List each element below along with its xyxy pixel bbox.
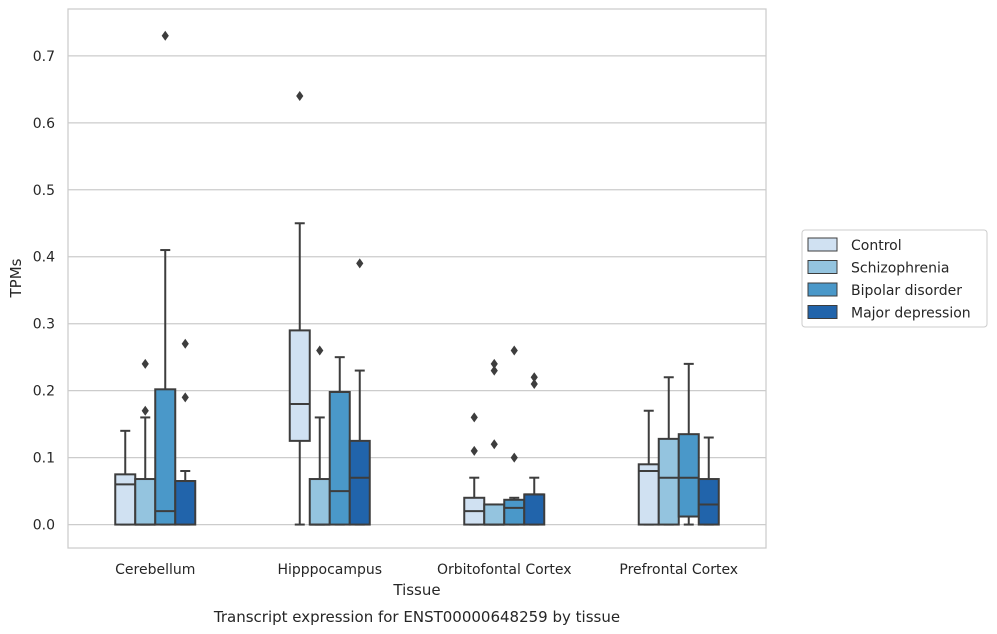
box-body xyxy=(523,493,546,526)
box xyxy=(483,358,506,526)
box xyxy=(523,372,546,526)
category-group xyxy=(637,362,720,526)
y-tick-label: 0.1 xyxy=(33,451,55,467)
outlier-point xyxy=(470,412,478,423)
box xyxy=(114,429,137,526)
x-tick-label: Prefrontal Cortex xyxy=(619,562,738,578)
box-body xyxy=(348,439,371,526)
box xyxy=(697,436,720,526)
chart-caption: Transcript expression for ENST0000064825… xyxy=(213,608,620,626)
legend: Control Schizophrenia Bipolar disorder Majo… xyxy=(801,229,988,328)
outlier-point xyxy=(530,372,538,383)
box-body xyxy=(483,503,506,526)
box-body xyxy=(637,463,660,526)
box xyxy=(134,358,157,526)
box xyxy=(328,356,351,526)
x-tick-label: Cerebellum xyxy=(115,562,195,578)
box-body xyxy=(134,478,157,526)
outlier-point xyxy=(316,345,324,356)
legend-entry: Control xyxy=(851,238,902,254)
gridlines xyxy=(68,55,766,526)
box-body xyxy=(174,480,197,526)
box-body xyxy=(697,478,720,526)
box-body xyxy=(288,329,311,442)
y-tick-label: 0.4 xyxy=(33,250,55,266)
box xyxy=(503,345,526,526)
box-body xyxy=(114,473,137,526)
box-body xyxy=(503,498,526,526)
box xyxy=(308,345,331,526)
y-tick-label: 0.6 xyxy=(33,116,55,132)
outlier-point xyxy=(141,405,149,416)
box xyxy=(637,409,660,526)
category-group xyxy=(463,345,546,526)
box xyxy=(174,338,197,526)
box xyxy=(657,376,680,526)
category-group xyxy=(288,91,371,526)
y-tick-label: 0.3 xyxy=(33,317,55,333)
box xyxy=(288,91,311,526)
category-group xyxy=(114,30,197,526)
outlier-point xyxy=(141,358,149,369)
legend-entry: Major depression xyxy=(851,306,971,322)
outlier-point xyxy=(161,30,169,41)
y-tick-label: 0.0 xyxy=(33,518,55,534)
outlier-point xyxy=(470,445,478,456)
outlier-point xyxy=(356,258,364,269)
legend-frame xyxy=(801,229,988,328)
outlier-point xyxy=(530,378,538,389)
x-axis-label: Tissue xyxy=(392,581,440,599)
y-axis-label: TPMs xyxy=(7,258,25,298)
x-tick-label: Hipppocampus xyxy=(277,562,382,578)
outlier-point xyxy=(510,452,518,463)
box xyxy=(154,30,177,526)
box-body xyxy=(328,390,351,526)
legend-entry: Schizophrenia xyxy=(851,261,949,277)
legend-swatch xyxy=(807,282,838,297)
legend-swatch xyxy=(807,260,838,274)
y-tick-label: 0.7 xyxy=(33,49,55,65)
y-tick-label: 0.2 xyxy=(33,384,55,400)
legend-entry: Bipolar disorder xyxy=(851,283,962,299)
box-body xyxy=(677,433,700,518)
legend-swatch xyxy=(807,305,838,319)
legend-swatch xyxy=(807,237,838,252)
box xyxy=(677,362,700,526)
x-tick-label: Orbitofontal Cortex xyxy=(437,562,572,578)
outlier-point xyxy=(181,338,189,349)
outlier-point xyxy=(490,439,498,450)
x-tick-labels: Cerebellum Hipppocampus Orbitofontal Corte… xyxy=(115,562,738,578)
box-body xyxy=(308,478,331,526)
y-tick-label: 0.5 xyxy=(33,183,55,199)
box xyxy=(463,412,486,526)
outlier-point xyxy=(510,345,518,356)
box xyxy=(348,258,371,526)
box-body xyxy=(154,388,177,526)
outlier-point xyxy=(296,91,304,102)
box-groups xyxy=(114,30,720,526)
outlier-point xyxy=(490,358,498,369)
plot-frame xyxy=(67,8,767,549)
outlier-point xyxy=(181,392,189,403)
y-tick-labels: 0.0 0.1 0.2 0.3 0.4 0.5 0.6 0.7 xyxy=(33,49,55,534)
box-body xyxy=(657,437,680,526)
outlier-point xyxy=(490,365,498,376)
